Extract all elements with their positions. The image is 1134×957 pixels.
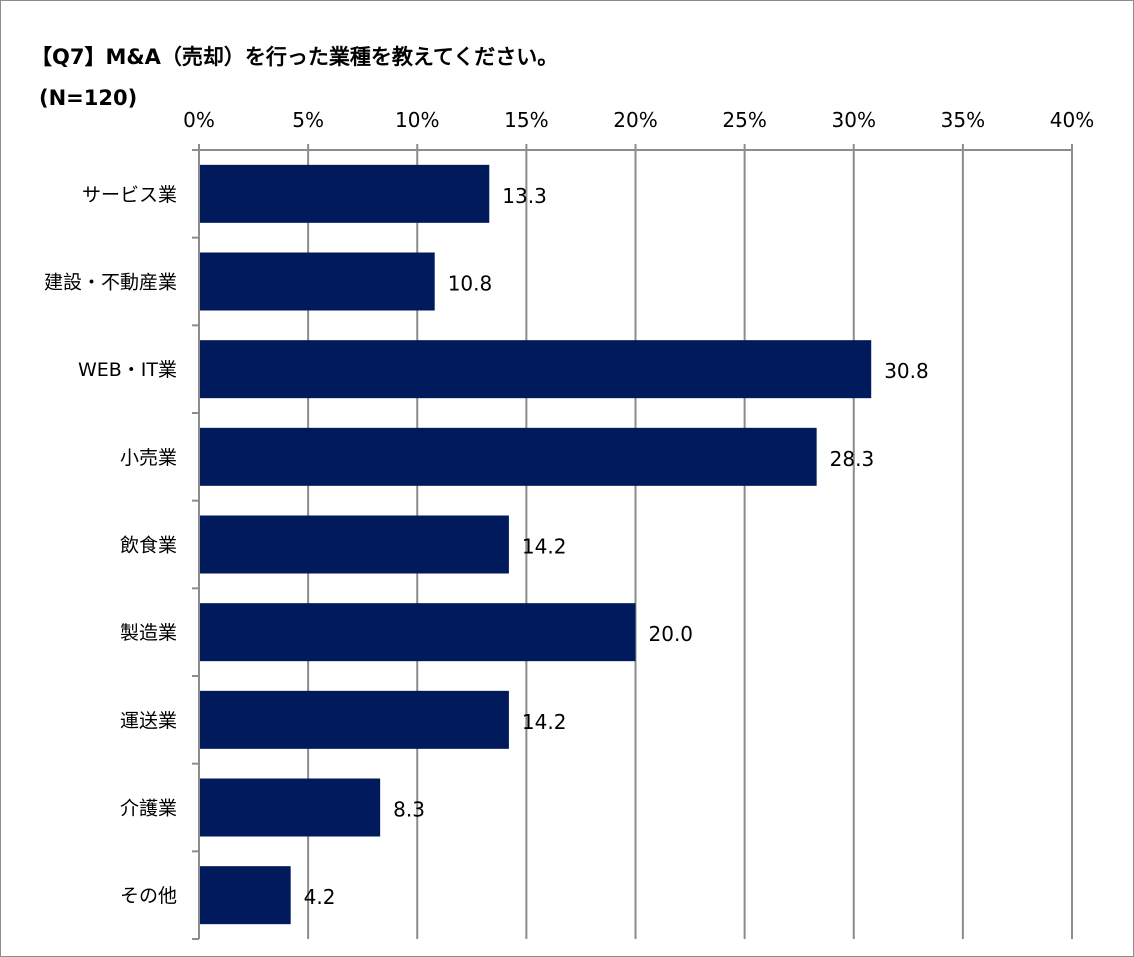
bar-8 bbox=[200, 778, 381, 837]
category-label: サービス業 bbox=[82, 184, 177, 206]
category-label: 介護業 bbox=[120, 798, 177, 820]
bar-1 bbox=[200, 164, 490, 223]
value-label: 28.3 bbox=[830, 447, 875, 471]
value-label: 14.2 bbox=[522, 710, 567, 734]
chart-sample-size: (N=120) bbox=[39, 86, 138, 110]
bar-6 bbox=[200, 603, 636, 662]
category-label: 建設・不動産業 bbox=[44, 272, 177, 294]
category-label: 運送業 bbox=[120, 710, 177, 732]
bars bbox=[200, 164, 872, 925]
value-label: 14.2 bbox=[522, 535, 567, 559]
x-tick-label: 10% bbox=[395, 108, 439, 132]
labels: 0% 5% 10% 15% 20% 25% 30% 35% 40% サービス業 13.3 建設・不動産… bbox=[44, 108, 1094, 909]
category-label: WEB・IT業 bbox=[78, 359, 177, 381]
chart-title: 【Q7】M&A（売却）を行った業種を教えてください。 bbox=[31, 45, 559, 69]
bar-9 bbox=[200, 866, 291, 925]
x-tick-label: 0% bbox=[183, 108, 215, 132]
value-label: 10.8 bbox=[448, 272, 493, 296]
axes bbox=[192, 144, 1073, 940]
value-label: 30.8 bbox=[884, 359, 929, 383]
bar-4 bbox=[200, 427, 817, 486]
value-label: 8.3 bbox=[393, 798, 425, 822]
bar-3 bbox=[200, 340, 872, 399]
value-label: 20.0 bbox=[649, 622, 694, 646]
x-tick-label: 30% bbox=[832, 108, 876, 132]
category-label: 小売業 bbox=[120, 447, 177, 469]
x-tick-label: 35% bbox=[941, 108, 985, 132]
x-tick-label: 40% bbox=[1050, 108, 1094, 132]
category-label: その他 bbox=[120, 885, 177, 907]
category-label: 飲食業 bbox=[120, 535, 177, 557]
x-tick-label: 15% bbox=[504, 108, 548, 132]
bar-2 bbox=[200, 252, 435, 311]
category-label: 製造業 bbox=[120, 622, 177, 644]
x-tick-label: 20% bbox=[613, 108, 657, 132]
value-label: 4.2 bbox=[304, 885, 336, 909]
bar-7 bbox=[200, 690, 509, 749]
value-label: 13.3 bbox=[502, 184, 547, 208]
bar-5 bbox=[200, 515, 509, 574]
x-tick-label: 5% bbox=[292, 108, 324, 132]
x-tick-label: 25% bbox=[722, 108, 766, 132]
gridlines bbox=[307, 150, 1073, 939]
